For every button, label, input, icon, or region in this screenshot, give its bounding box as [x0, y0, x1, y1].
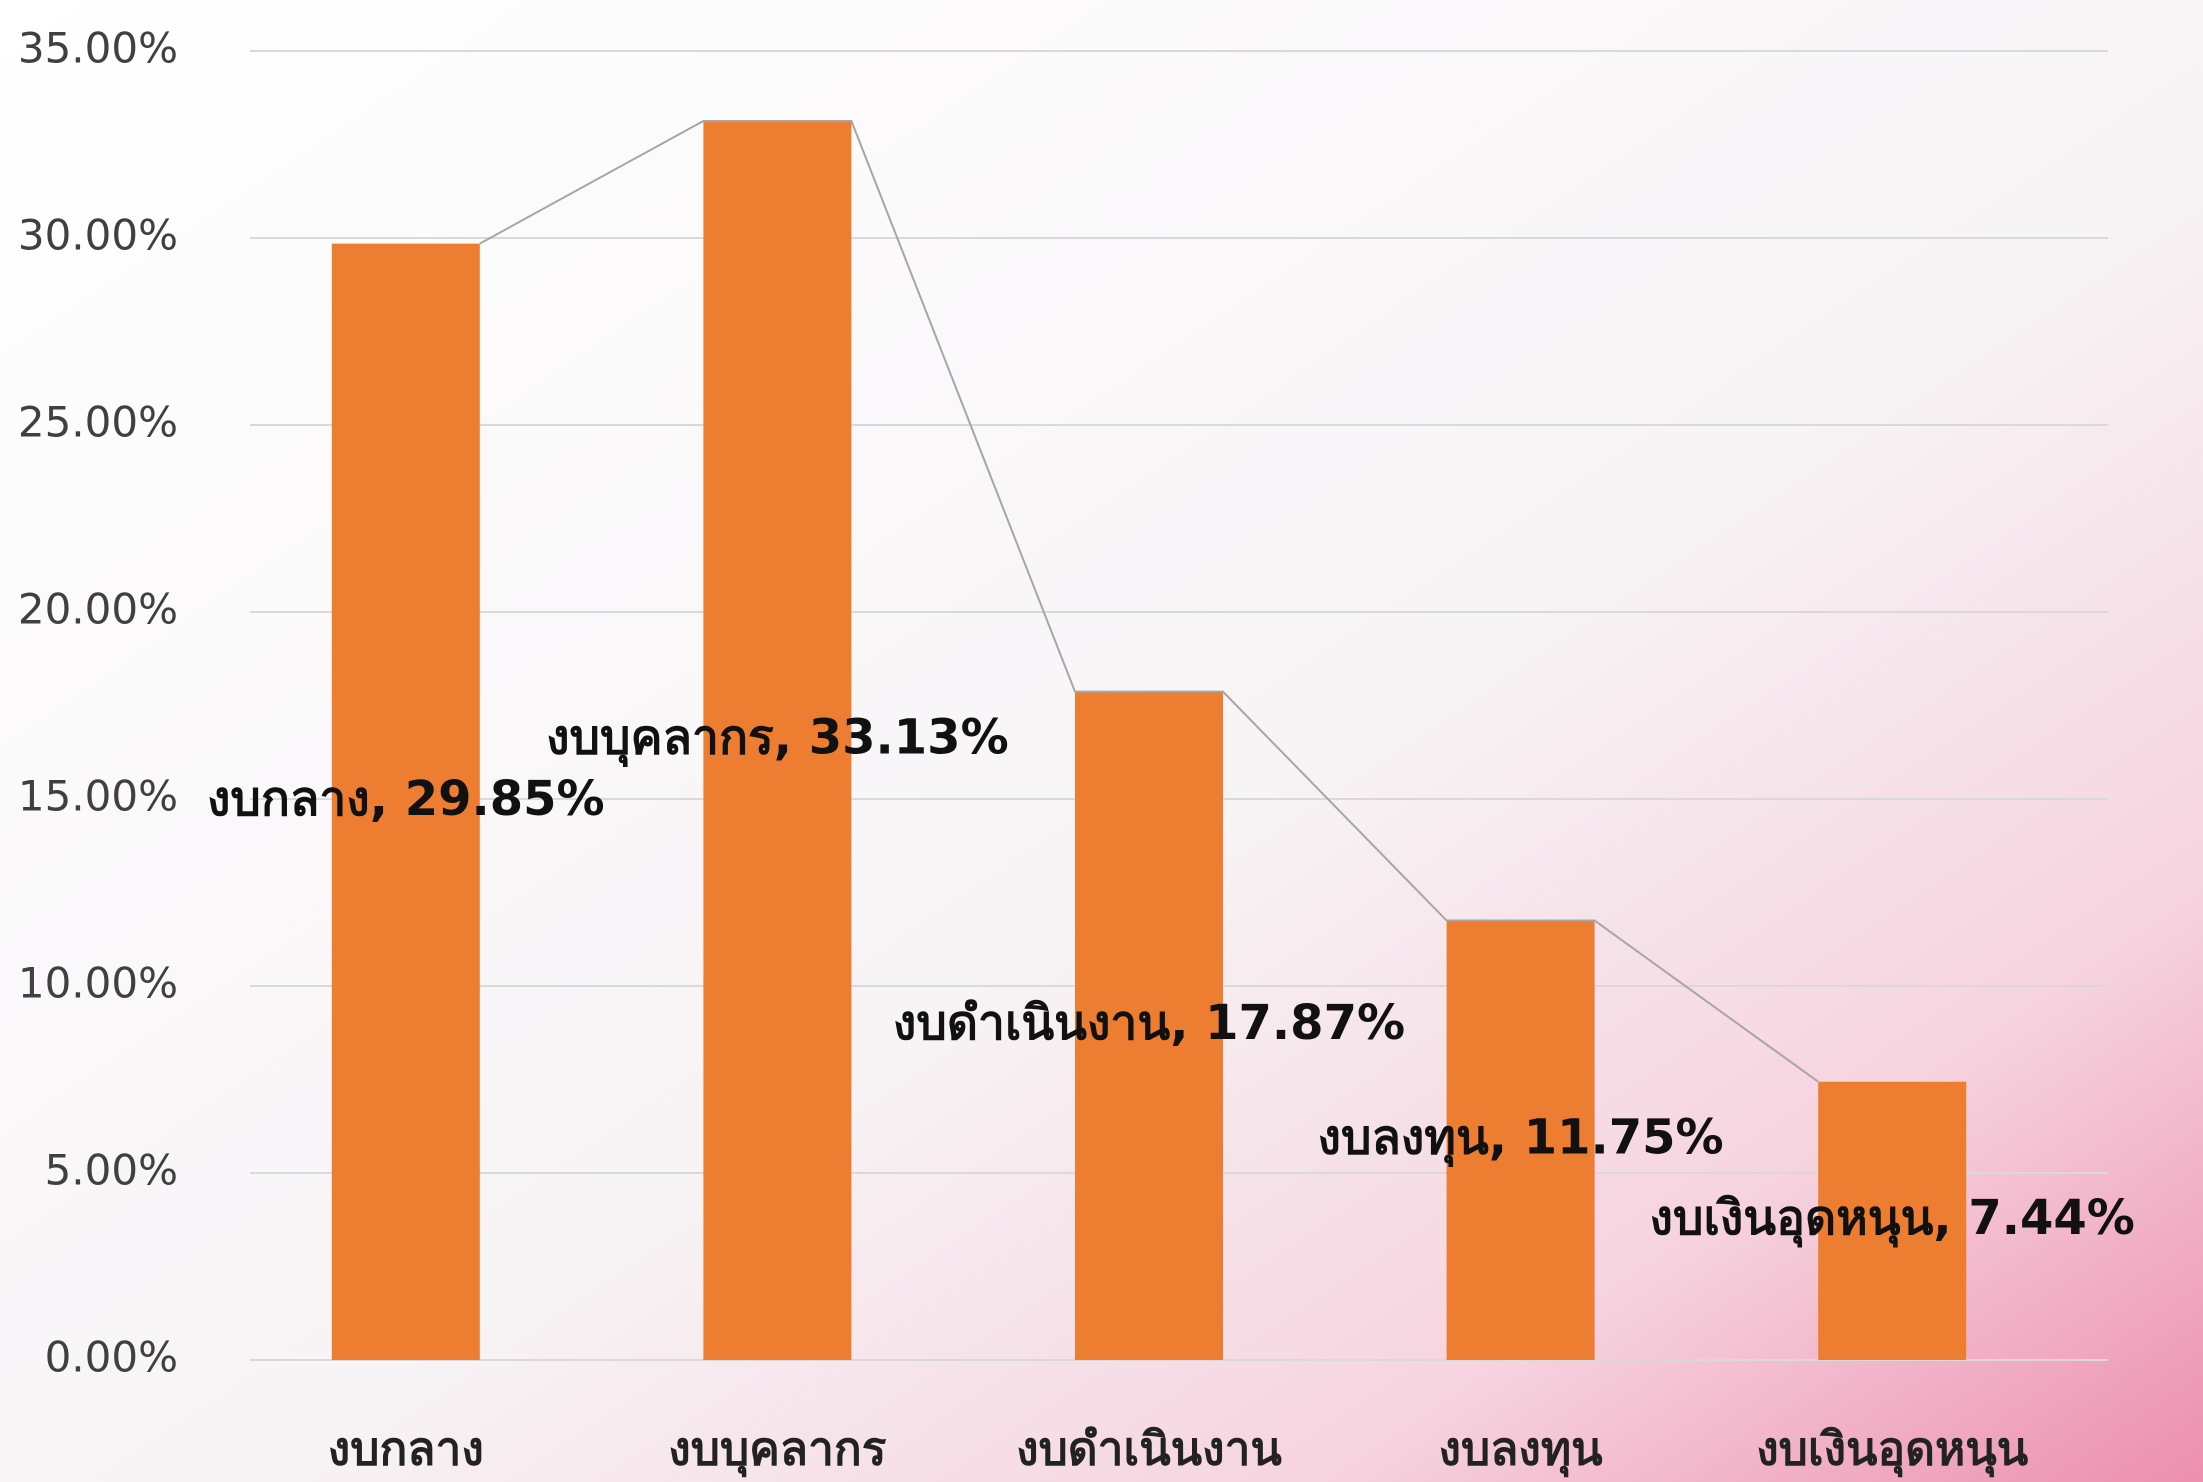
- y-tick-label: 25.00%: [18, 398, 178, 447]
- value-label: งบกลาง, 29.85%: [207, 771, 605, 827]
- x-tick-label: งบกลาง: [328, 1422, 484, 1476]
- x-tick-label: งบเงินอุดหนุน: [1756, 1422, 2029, 1478]
- y-tick-label: 10.00%: [18, 959, 178, 1008]
- y-tick-label: 20.00%: [18, 585, 178, 634]
- y-tick-label: 35.00%: [18, 24, 178, 73]
- y-tick-label: 15.00%: [18, 772, 178, 821]
- x-tick-label: งบดำเนินงาน: [1016, 1422, 1282, 1476]
- value-label: งบบุคลากร, 33.13%: [546, 709, 1009, 767]
- value-label: งบลงทุน, 11.75%: [1318, 1109, 1724, 1167]
- chart: 0.00% 5.00% 10.00% 15.00% 20.00% 25.00% 30.00%…: [0, 0, 2203, 1482]
- page: 0.00% 5.00% 10.00% 15.00% 20.00% 25.00% 30.00%…: [0, 0, 2203, 1482]
- value-label: งบดำเนินงาน, 17.87%: [893, 995, 1405, 1051]
- value-label: งบเงินอุดหนุน, 7.44%: [1650, 1190, 2135, 1248]
- x-tick-label: งบบุคลากร: [668, 1422, 887, 1478]
- y-tick-label: 30.00%: [18, 211, 178, 260]
- y-tick-label: 5.00%: [45, 1146, 178, 1195]
- x-tick-label: งบลงทุน: [1439, 1422, 1604, 1478]
- y-tick-label: 0.00%: [45, 1333, 178, 1382]
